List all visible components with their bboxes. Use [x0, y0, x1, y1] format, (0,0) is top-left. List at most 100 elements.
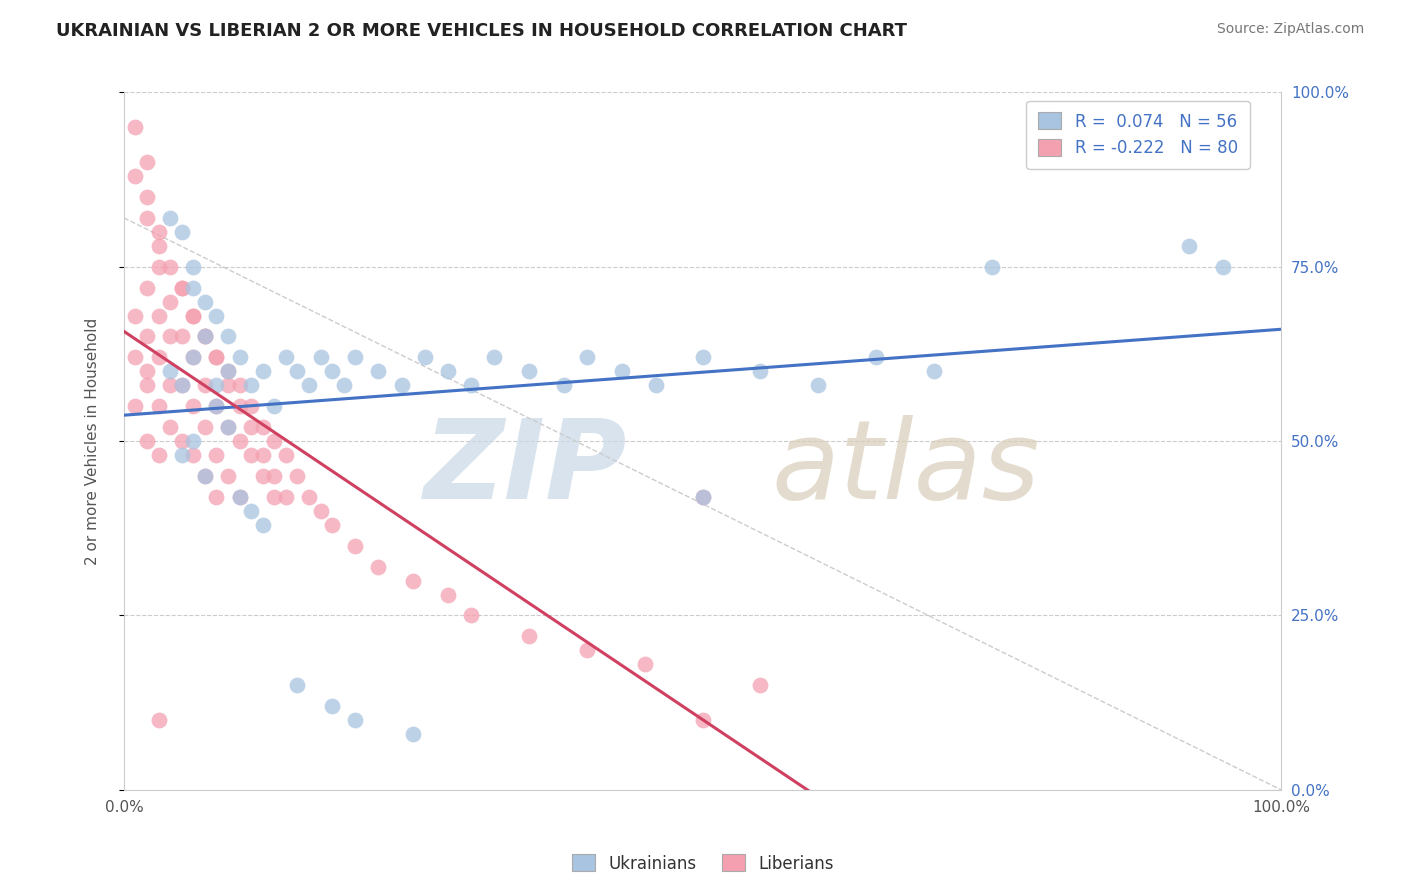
Point	[217, 364, 239, 378]
Point	[692, 713, 714, 727]
Y-axis label: 2 or more Vehicles in Household: 2 or more Vehicles in Household	[86, 318, 100, 565]
Point	[807, 378, 830, 392]
Point	[437, 364, 460, 378]
Point	[321, 364, 343, 378]
Point	[391, 378, 413, 392]
Point	[575, 351, 598, 365]
Text: ZIP: ZIP	[423, 416, 627, 523]
Point	[136, 378, 159, 392]
Point	[263, 490, 285, 504]
Point	[228, 490, 250, 504]
Point	[228, 378, 250, 392]
Point	[194, 329, 217, 343]
Point	[228, 434, 250, 449]
Point	[159, 420, 181, 434]
Point	[148, 239, 170, 253]
Point	[194, 294, 217, 309]
Point	[136, 155, 159, 169]
Point	[136, 280, 159, 294]
Point	[136, 190, 159, 204]
Point	[124, 309, 146, 323]
Point	[194, 469, 217, 483]
Point	[692, 490, 714, 504]
Point	[159, 260, 181, 274]
Point	[344, 351, 367, 365]
Point	[124, 169, 146, 183]
Point	[274, 351, 297, 365]
Point	[194, 469, 217, 483]
Point	[252, 448, 274, 462]
Legend: Ukrainians, Liberians: Ukrainians, Liberians	[565, 847, 841, 880]
Point	[217, 378, 239, 392]
Point	[148, 713, 170, 727]
Point	[402, 727, 425, 741]
Point	[517, 629, 540, 643]
Point	[136, 364, 159, 378]
Point	[183, 260, 205, 274]
Point	[159, 364, 181, 378]
Point	[148, 260, 170, 274]
Point	[124, 120, 146, 135]
Point	[1177, 239, 1199, 253]
Point	[645, 378, 668, 392]
Point	[980, 260, 1002, 274]
Point	[1212, 260, 1234, 274]
Point	[136, 434, 159, 449]
Point	[240, 378, 263, 392]
Point	[287, 678, 309, 692]
Point	[183, 309, 205, 323]
Point	[217, 420, 239, 434]
Point	[148, 309, 170, 323]
Point	[610, 364, 633, 378]
Point	[170, 225, 193, 239]
Point	[217, 469, 239, 483]
Point	[437, 588, 460, 602]
Point	[263, 434, 285, 449]
Point	[205, 378, 228, 392]
Point	[124, 399, 146, 413]
Point	[183, 280, 205, 294]
Point	[205, 351, 228, 365]
Point	[749, 364, 772, 378]
Point	[183, 351, 205, 365]
Point	[205, 309, 228, 323]
Point	[367, 559, 389, 574]
Point	[287, 364, 309, 378]
Point	[205, 399, 228, 413]
Point	[460, 378, 482, 392]
Point	[263, 399, 285, 413]
Point	[159, 378, 181, 392]
Point	[124, 351, 146, 365]
Point	[228, 399, 250, 413]
Point	[274, 448, 297, 462]
Point	[287, 469, 309, 483]
Point	[865, 351, 887, 365]
Point	[263, 469, 285, 483]
Point	[159, 329, 181, 343]
Point	[240, 399, 263, 413]
Point	[309, 504, 332, 518]
Text: Source: ZipAtlas.com: Source: ZipAtlas.com	[1216, 22, 1364, 37]
Point	[170, 378, 193, 392]
Point	[402, 574, 425, 588]
Point	[170, 329, 193, 343]
Point	[136, 211, 159, 225]
Point	[148, 399, 170, 413]
Point	[170, 448, 193, 462]
Point	[170, 434, 193, 449]
Point	[194, 378, 217, 392]
Point	[252, 517, 274, 532]
Point	[633, 657, 655, 672]
Point	[228, 490, 250, 504]
Point	[240, 504, 263, 518]
Point	[413, 351, 436, 365]
Point	[228, 351, 250, 365]
Point	[136, 329, 159, 343]
Point	[183, 399, 205, 413]
Point	[148, 448, 170, 462]
Legend: R =  0.074   N = 56, R = -0.222   N = 80: R = 0.074 N = 56, R = -0.222 N = 80	[1026, 101, 1250, 169]
Point	[252, 420, 274, 434]
Point	[217, 420, 239, 434]
Point	[298, 490, 321, 504]
Point	[460, 608, 482, 623]
